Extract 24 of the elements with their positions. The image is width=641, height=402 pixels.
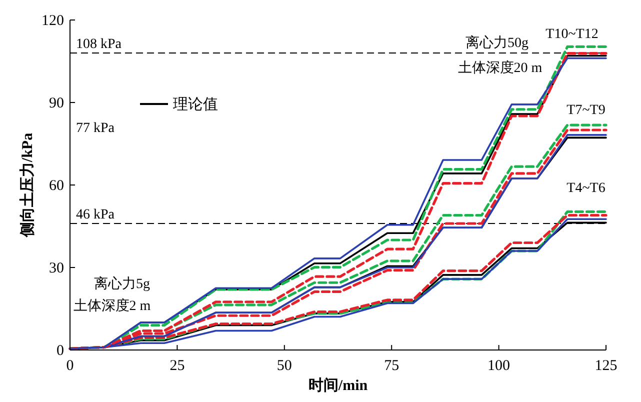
x-tick-label: 75 — [384, 358, 400, 374]
annotation: T10~T12 — [546, 27, 598, 42]
annotation: 77 kPa — [76, 121, 116, 136]
y-tick-label: 120 — [42, 13, 64, 29]
y-tick-label: 90 — [49, 96, 64, 112]
y-tick-label: 60 — [49, 178, 64, 194]
legend-label: 理论值 — [173, 96, 218, 113]
annotation: T4~T6 — [566, 181, 606, 196]
x-tick-label: 125 — [594, 358, 618, 374]
annotation: 离心力5g — [94, 276, 150, 292]
x-tick-label: 25 — [170, 358, 185, 374]
y-tick-label: 0 — [56, 343, 64, 359]
annotation: 离心力50g — [466, 35, 528, 51]
y-axis-title: 侧向土压力/kPa — [19, 132, 36, 238]
annotation: T7~T9 — [566, 103, 606, 118]
ref-line-label: 46 kPa — [76, 208, 116, 222]
x-axis-title: 时间/min — [308, 377, 368, 394]
y-tick-label: 30 — [49, 260, 64, 276]
x-tick-label: 0 — [66, 358, 74, 374]
x-tick-label: 100 — [488, 358, 510, 374]
annotation: 土体深度20 m — [458, 60, 542, 76]
ref-line-label: 108 kPa — [76, 37, 122, 52]
annotation: 土体深度2 m — [73, 298, 151, 314]
x-tick-label: 50 — [276, 358, 292, 374]
